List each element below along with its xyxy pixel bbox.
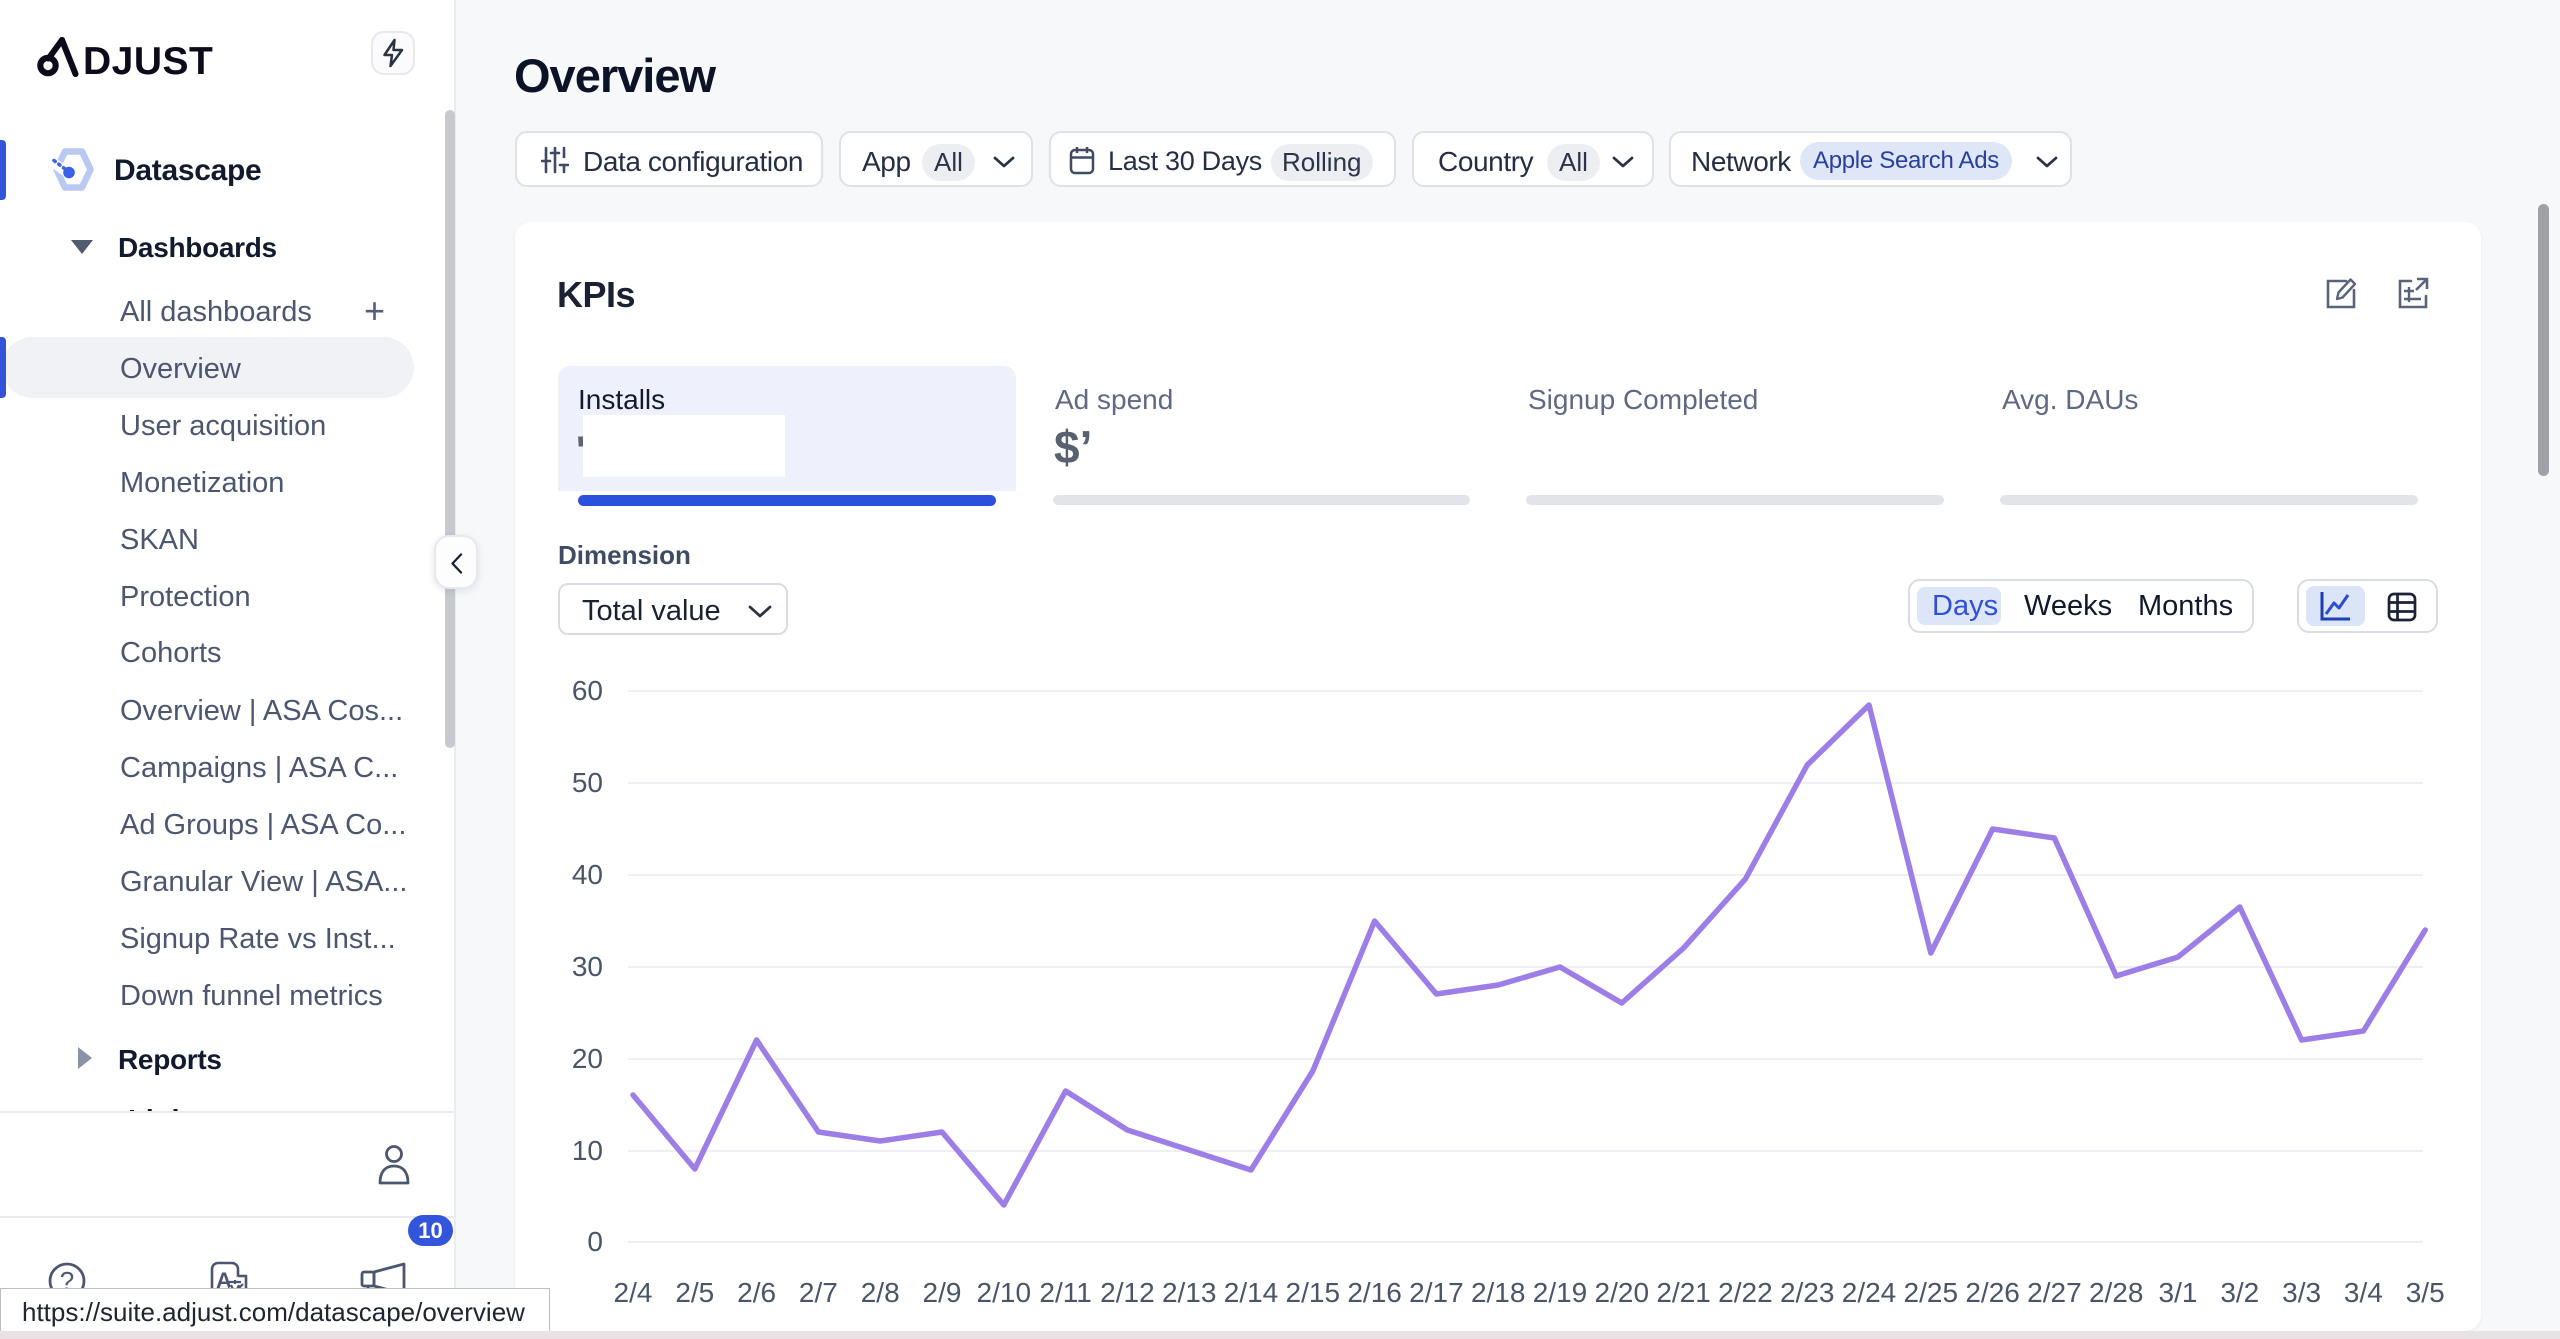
svg-text:2/10: 2/10 [977,1277,1032,1308]
svg-text:0: 0 [587,1226,603,1257]
svg-text:2/28: 2/28 [2089,1277,2144,1308]
svg-text:2/12: 2/12 [1100,1277,1155,1308]
svg-text:30: 30 [572,951,603,982]
svg-text:2/4: 2/4 [614,1277,653,1308]
svg-text:2/9: 2/9 [923,1277,962,1308]
svg-text:60: 60 [572,675,603,706]
svg-text:50: 50 [572,767,603,798]
svg-text:2/6: 2/6 [737,1277,776,1308]
svg-text:2/27: 2/27 [2027,1277,2082,1308]
svg-text:2/21: 2/21 [1656,1277,1711,1308]
svg-text:2/23: 2/23 [1780,1277,1835,1308]
svg-text:2/16: 2/16 [1347,1277,1402,1308]
svg-text:2/5: 2/5 [675,1277,714,1308]
svg-text:2/19: 2/19 [1533,1277,1588,1308]
svg-text:3/1: 3/1 [2159,1277,2198,1308]
svg-text:2/13: 2/13 [1162,1277,1217,1308]
svg-text:40: 40 [572,859,603,890]
svg-text:3/3: 3/3 [2282,1277,2321,1308]
svg-text:3/5: 3/5 [2406,1277,2445,1308]
svg-text:2/15: 2/15 [1286,1277,1341,1308]
svg-text:10: 10 [572,1135,603,1166]
svg-text:2/14: 2/14 [1224,1277,1279,1308]
svg-text:3/4: 3/4 [2344,1277,2383,1308]
svg-text:2/24: 2/24 [1842,1277,1897,1308]
svg-text:2/11: 2/11 [1039,1277,1091,1308]
svg-text:2/8: 2/8 [861,1277,900,1308]
svg-text:2/18: 2/18 [1471,1277,1526,1308]
svg-text:2/26: 2/26 [1965,1277,2020,1308]
svg-text:2/20: 2/20 [1595,1277,1650,1308]
svg-text:2/7: 2/7 [799,1277,838,1308]
svg-text:2/17: 2/17 [1409,1277,1464,1308]
svg-text:A: A [216,1268,232,1293]
svg-text:2/25: 2/25 [1904,1277,1959,1308]
svg-text:2/22: 2/22 [1718,1277,1773,1308]
svg-text:DJUST: DJUST [83,40,213,81]
svg-text:20: 20 [572,1043,603,1074]
svg-text:3/2: 3/2 [2220,1277,2259,1308]
